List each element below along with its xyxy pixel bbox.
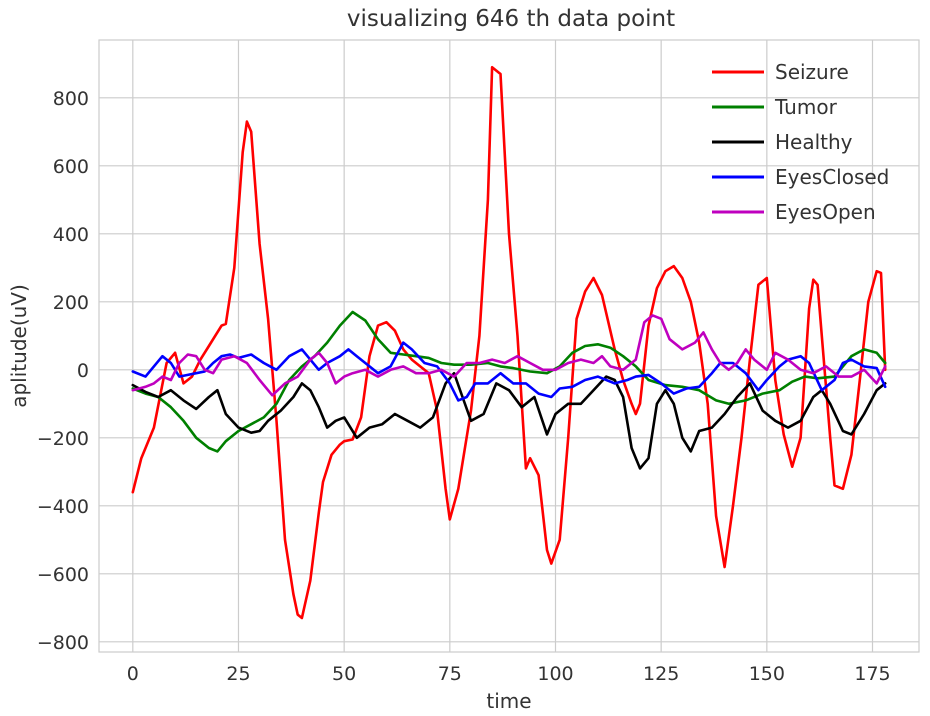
legend-label-eyesopen: EyesOpen bbox=[775, 200, 876, 224]
legend-label-seizure: Seizure bbox=[775, 60, 849, 84]
series-line-healthy bbox=[131, 371, 887, 470]
x-tick-label: 100 bbox=[537, 663, 573, 685]
plot-area: 0 25 50 75 100 125 150 175 −800 −600 −400 −200 0 200 4… bbox=[37, 39, 920, 685]
series-line-seizure bbox=[131, 65, 887, 620]
legend: Seizure Tumor Healthy EyesClosed EyesOpen bbox=[712, 60, 889, 224]
x-tick-label: 0 bbox=[127, 663, 139, 685]
y-tick-label: 200 bbox=[53, 292, 89, 314]
legend-label-tumor: Tumor bbox=[774, 95, 838, 119]
x-tick-label: 50 bbox=[332, 663, 356, 685]
x-axis-label: time bbox=[486, 689, 531, 713]
x-tick-label: 150 bbox=[749, 663, 785, 685]
x-tick-label: 125 bbox=[643, 663, 679, 685]
legend-label-eyesclosed: EyesClosed bbox=[775, 165, 889, 189]
x-tick-label: 75 bbox=[438, 663, 462, 685]
y-tick-label: −400 bbox=[37, 496, 89, 518]
x-tick-label: 175 bbox=[854, 663, 890, 685]
y-axis-label: aplitude(uV) bbox=[7, 284, 31, 408]
y-tick-label: 0 bbox=[77, 360, 89, 382]
y-tick-label: 800 bbox=[53, 88, 89, 110]
plot-frame bbox=[98, 39, 920, 653]
y-tick-label: 600 bbox=[53, 156, 89, 178]
y-tick-label: −200 bbox=[37, 428, 89, 450]
series-line-eyesopen bbox=[131, 314, 887, 397]
legend-label-healthy: Healthy bbox=[775, 130, 853, 154]
y-tick-label: 400 bbox=[53, 224, 89, 246]
y-tick-label: −800 bbox=[37, 632, 89, 654]
x-tick-label: 25 bbox=[226, 663, 250, 685]
y-tick-label: −600 bbox=[37, 564, 89, 586]
chart-title: visualizing 646 th data point bbox=[347, 6, 675, 32]
